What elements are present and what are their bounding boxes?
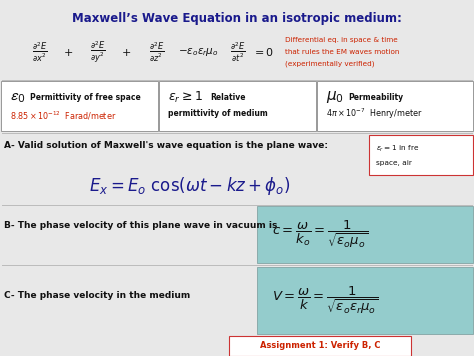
- Text: Differential eq. in space & time: Differential eq. in space & time: [285, 37, 398, 43]
- Text: C- The phase velocity in the medium: C- The phase velocity in the medium: [4, 290, 190, 299]
- Text: $\frac{\partial^2 E}{\partial t^2}$: $\frac{\partial^2 E}{\partial t^2}$: [230, 40, 246, 64]
- Text: B- The phase velocity of this plane wave in vacuum is: B- The phase velocity of this plane wave…: [4, 220, 277, 230]
- Text: space, air: space, air: [376, 160, 412, 166]
- FancyBboxPatch shape: [317, 81, 473, 131]
- Text: $\mu_0$: $\mu_0$: [326, 89, 344, 105]
- Text: Permittivity of free space: Permittivity of free space: [30, 93, 141, 101]
- Text: $\frac{\partial^2 E}{\partial z^2}$: $\frac{\partial^2 E}{\partial z^2}$: [149, 40, 165, 64]
- Text: that rules the EM waves motion: that rules the EM waves motion: [285, 49, 400, 55]
- Text: $\varepsilon_r \geq 1$: $\varepsilon_r \geq 1$: [168, 89, 203, 105]
- Text: $8.85 \times 10^{-12}$  Farad/meter: $8.85 \times 10^{-12}$ Farad/meter: [10, 110, 117, 122]
- Text: $-\varepsilon_o\varepsilon_r\mu_o$: $-\varepsilon_o\varepsilon_r\mu_o$: [178, 46, 219, 58]
- Text: $\mathcal{\varepsilon}_0$: $\mathcal{\varepsilon}_0$: [10, 89, 26, 105]
- Text: A- Valid solution of Maxwell's wave equation is the plane wave:: A- Valid solution of Maxwell's wave equa…: [4, 141, 328, 150]
- Text: Permeability: Permeability: [348, 93, 403, 101]
- Text: $\frac{\partial^2 E}{\partial x^2}$: $\frac{\partial^2 E}{\partial x^2}$: [32, 40, 48, 64]
- Text: $\frac{\partial^2 E}{\partial y^2}$: $\frac{\partial^2 E}{\partial y^2}$: [90, 40, 106, 65]
- Text: permittivity of medium: permittivity of medium: [168, 110, 268, 119]
- FancyBboxPatch shape: [159, 81, 316, 131]
- Text: Assignment 1: Verify B, C: Assignment 1: Verify B, C: [260, 341, 380, 351]
- FancyBboxPatch shape: [257, 206, 473, 263]
- FancyBboxPatch shape: [1, 81, 158, 131]
- Text: $= 0$: $= 0$: [252, 46, 274, 58]
- FancyBboxPatch shape: [257, 267, 473, 334]
- FancyBboxPatch shape: [369, 135, 473, 175]
- Text: (experimentally verified): (experimentally verified): [285, 61, 374, 67]
- Text: $4\pi \times 10^{-7}$  Henry/meter: $4\pi \times 10^{-7}$ Henry/meter: [326, 107, 422, 121]
- Text: $E_x = E_o\ \cos(\omega t - kz + \phi_o)$: $E_x = E_o\ \cos(\omega t - kz + \phi_o)…: [89, 175, 291, 197]
- Text: Maxwell’s Wave Equation in an isotropic medium:: Maxwell’s Wave Equation in an isotropic …: [72, 12, 402, 25]
- Text: $+$: $+$: [63, 47, 73, 58]
- FancyBboxPatch shape: [229, 336, 411, 356]
- Text: Relative: Relative: [210, 93, 246, 101]
- Text: $c = \dfrac{\omega}{k_o} = \dfrac{1}{\sqrt{\varepsilon_o \mu_o}}$: $c = \dfrac{\omega}{k_o} = \dfrac{1}{\sq…: [272, 218, 368, 250]
- Text: $\varepsilon_r = 1$ in fre: $\varepsilon_r = 1$ in fre: [376, 144, 419, 154]
- Text: $+$: $+$: [121, 47, 131, 58]
- Text: $V = \dfrac{\omega}{k} = \dfrac{1}{\sqrt{\varepsilon_o \varepsilon_r \mu_o}}$: $V = \dfrac{\omega}{k} = \dfrac{1}{\sqrt…: [272, 284, 379, 316]
